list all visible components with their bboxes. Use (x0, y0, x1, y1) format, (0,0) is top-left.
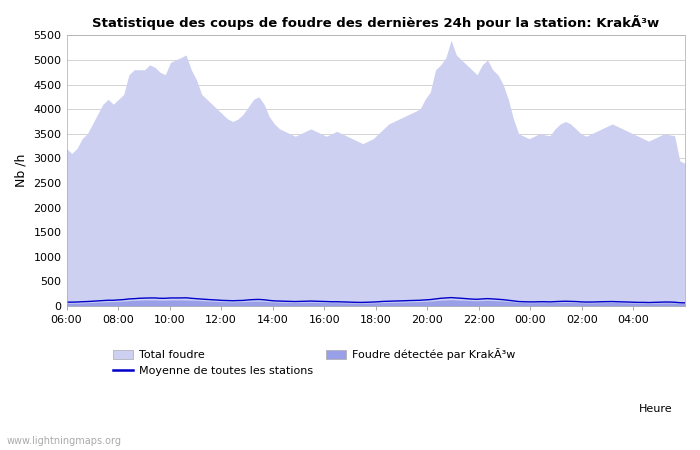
Y-axis label: Nb /h: Nb /h (15, 154, 28, 187)
Text: Heure: Heure (638, 405, 672, 414)
Text: www.lightningmaps.org: www.lightningmaps.org (7, 436, 122, 446)
Title: Statistique des coups de foudre des dernières 24h pour la station: KrakÃ³w: Statistique des coups de foudre des dern… (92, 15, 659, 30)
Legend: Total foudre, Moyenne de toutes les stations, Foudre détectée par KrakÃ³w: Total foudre, Moyenne de toutes les stat… (108, 344, 519, 381)
